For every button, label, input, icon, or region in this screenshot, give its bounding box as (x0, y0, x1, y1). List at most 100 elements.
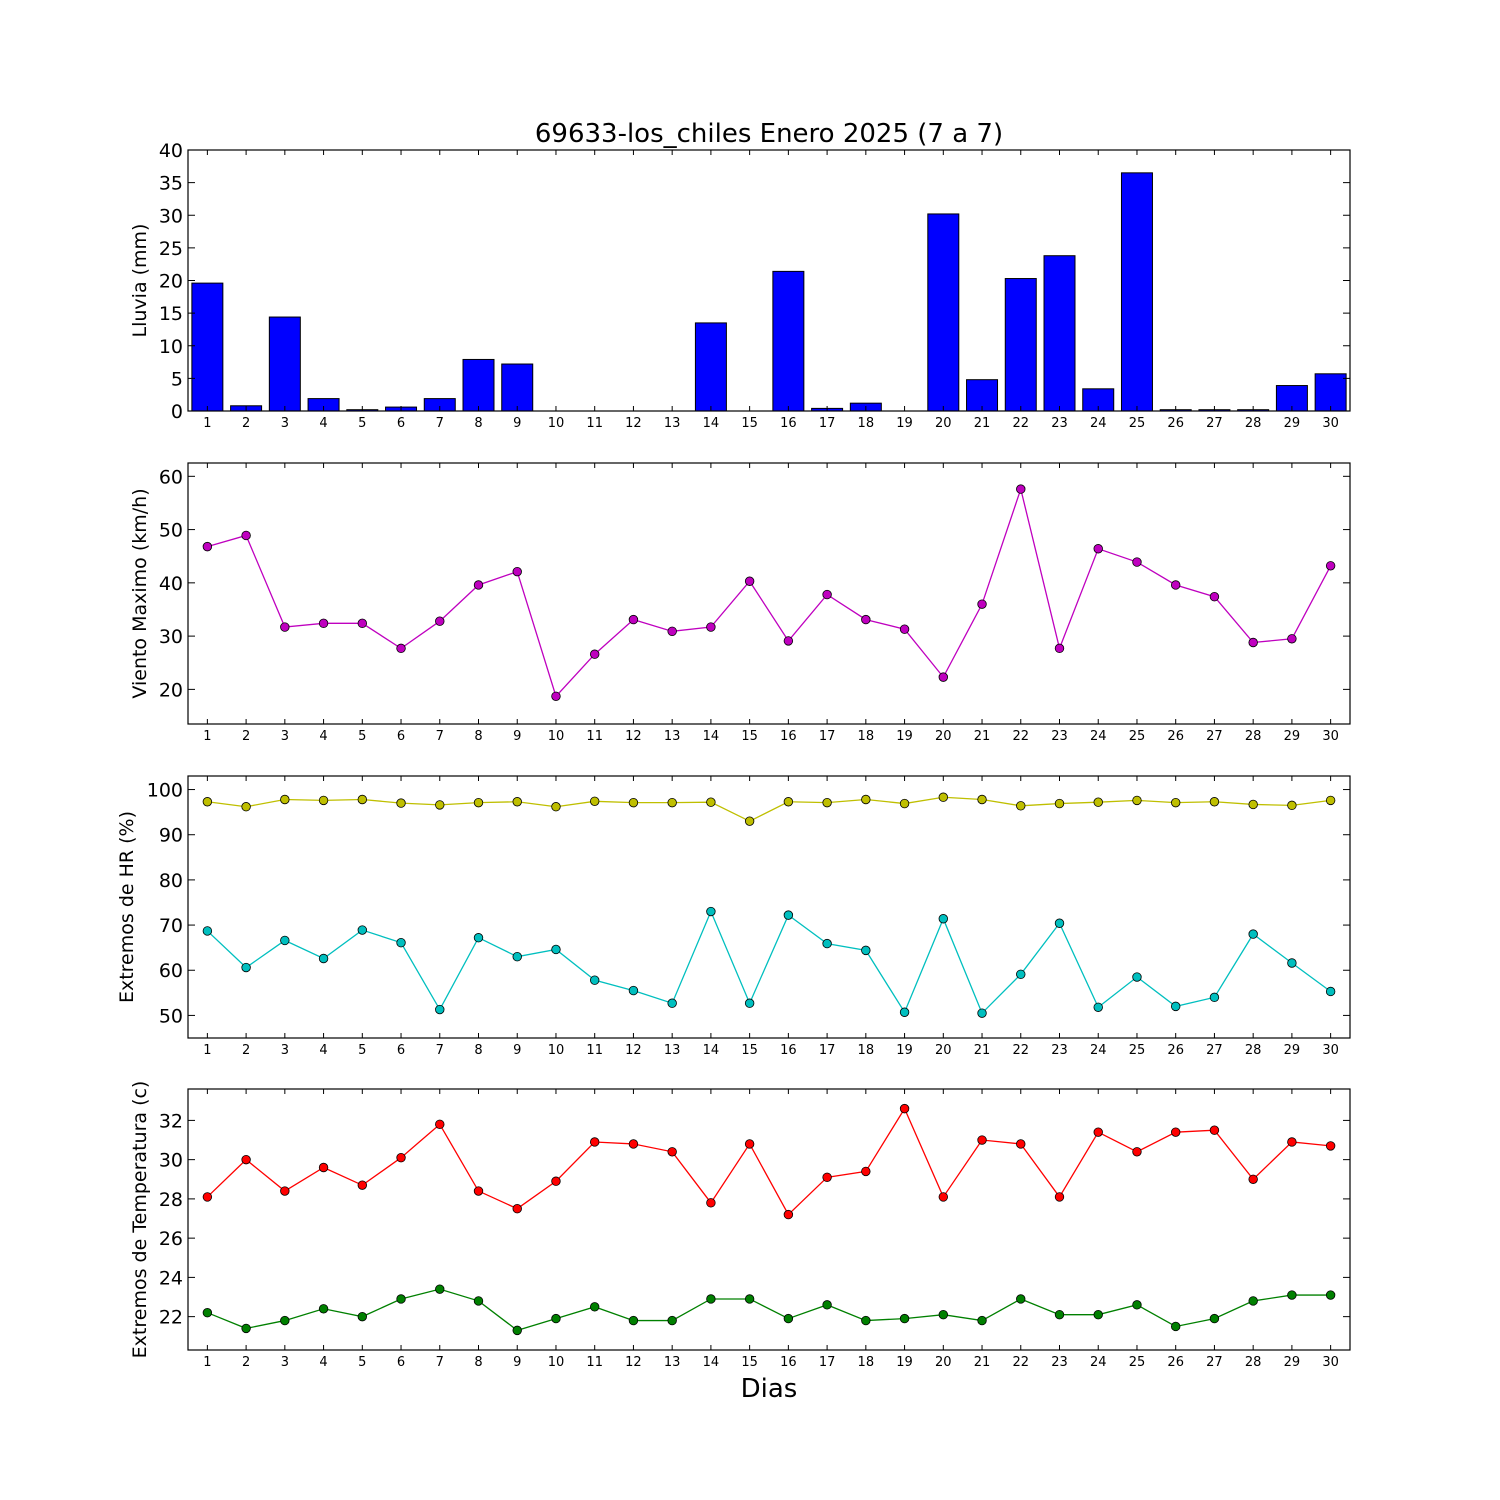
point-day-24 (1093, 1127, 1103, 1137)
x-tick-label: 30 (1322, 1043, 1339, 1058)
y-axis: 22 24 26 28 30 32 (159, 1110, 1350, 1329)
point-day-5 (357, 925, 368, 935)
point-day-14 (706, 797, 716, 807)
series-line (207, 486, 1332, 698)
point-day-15 (744, 1139, 755, 1149)
point-day-2 (241, 530, 251, 541)
point-day-5 (357, 1311, 368, 1322)
x-tick-label: 28 (1245, 729, 1262, 744)
point-day-5 (357, 794, 368, 805)
x-tick-label: 13 (664, 416, 681, 431)
bar-day-25 (1120, 172, 1153, 412)
point-day-12 (628, 1315, 639, 1326)
point-day-6 (396, 937, 406, 948)
plot-frame (187, 775, 1351, 1039)
point-day-29 (1287, 634, 1297, 644)
x-tick-label: 16 (780, 416, 797, 431)
x-tick-label: 15 (741, 729, 758, 744)
point-day-14 (706, 906, 716, 917)
x-tick-label: 28 (1245, 1043, 1262, 1058)
x-tick-label: 20 (935, 1043, 952, 1058)
point-day-19 (899, 624, 910, 634)
x-tick-label: 11 (586, 1355, 603, 1370)
point-day-17 (822, 1172, 832, 1183)
x-tick-label: 2 (242, 416, 250, 431)
point-day-19 (899, 1007, 910, 1017)
x-tick-label: 14 (703, 1355, 720, 1370)
x-tick-label: 13 (664, 729, 681, 744)
point-day-10 (551, 1313, 561, 1324)
x-tick-label: 12 (625, 416, 642, 431)
point-day-12 (628, 985, 639, 996)
x-tick-label: 30 (1322, 729, 1339, 744)
x-tick-label: 8 (474, 416, 482, 431)
x-tick-label: 27 (1206, 729, 1223, 744)
point-day-30 (1325, 986, 1336, 997)
point-day-22 (1016, 1294, 1026, 1304)
point-day-13 (667, 998, 677, 1008)
x-tick-label: 30 (1322, 1355, 1339, 1370)
x-tick-label: 2 (242, 1043, 250, 1058)
point-day-18 (861, 794, 871, 805)
x-tick-label: 21 (974, 1043, 991, 1058)
point-day-18 (861, 945, 871, 956)
panel-humidity: 1 2 3 4 5 6 7 8 9 10 11 12 13 14 15 16 17 18 19 20 21 22 23 24 2… (116, 775, 1351, 1058)
point-day-14 (706, 1294, 716, 1304)
x-tick-label: 23 (1051, 1043, 1068, 1058)
x-axis: 1 2 3 4 5 6 7 8 9 10 11 12 13 14 15 16 17 18 19 20 21 22 23 24 2… (203, 150, 1339, 431)
wind-series-1 (202, 484, 1336, 702)
x-axis-label: Dias (741, 1374, 798, 1404)
point-day-24 (1093, 1002, 1103, 1012)
y-axis-label: Lluvia (mm) (129, 224, 151, 338)
x-tick-label: 16 (780, 1043, 797, 1058)
y-tick-label: 22 (159, 1307, 183, 1329)
y-tick-label: 100 (147, 780, 183, 802)
x-tick-label: 3 (281, 1355, 289, 1370)
x-tick-label: 29 (1284, 1355, 1301, 1370)
point-day-18 (861, 1166, 871, 1177)
x-tick-label: 21 (974, 729, 991, 744)
chart-panels: 1 2 3 4 5 6 7 8 9 10 11 12 13 14 15 16 17 18 19 20 21 22 23 24 2… (116, 140, 1351, 1370)
x-tick-label: 19 (896, 1355, 913, 1370)
point-day-11 (590, 649, 600, 659)
x-tick-label: 12 (625, 1355, 642, 1370)
x-tick-label: 27 (1206, 416, 1223, 431)
bar-day-20 (927, 213, 960, 412)
point-day-26 (1170, 580, 1181, 590)
point-day-15 (744, 816, 755, 826)
x-tick-label: 17 (819, 729, 836, 744)
x-tick-label: 25 (1129, 1355, 1146, 1370)
point-day-29 (1287, 1137, 1297, 1147)
x-tick-label: 30 (1322, 416, 1339, 431)
humidity-series-1 (202, 792, 1336, 826)
x-tick-label: 7 (436, 1043, 444, 1058)
x-tick-label: 4 (319, 416, 327, 431)
bar-day-3 (268, 316, 301, 412)
y-axis-label: Extremos de Temperatura (c) (129, 1081, 151, 1359)
x-tick-label: 23 (1051, 729, 1068, 744)
point-day-22 (1016, 969, 1026, 980)
bar-day-14 (694, 322, 727, 412)
point-day-30 (1325, 1141, 1336, 1151)
point-day-9 (512, 951, 522, 962)
x-tick-label: 16 (780, 1355, 797, 1370)
point-day-6 (396, 643, 406, 654)
point-day-8 (473, 1186, 484, 1196)
point-day-27 (1209, 1125, 1220, 1135)
point-day-19 (899, 1103, 910, 1114)
x-tick-label: 3 (281, 1043, 289, 1058)
x-tick-label: 2 (242, 729, 250, 744)
x-tick-label: 24 (1090, 729, 1107, 744)
x-tick-label: 19 (896, 729, 913, 744)
point-day-13 (667, 626, 677, 637)
point-day-21 (977, 1315, 987, 1326)
x-tick-label: 5 (358, 1043, 366, 1058)
bar-day-21 (966, 379, 999, 412)
x-tick-label: 29 (1284, 1043, 1301, 1058)
x-tick-label: 17 (819, 416, 836, 431)
point-day-10 (551, 944, 561, 955)
point-day-7 (435, 1004, 445, 1015)
point-day-28 (1248, 1174, 1258, 1184)
x-tick-label: 4 (319, 1043, 327, 1058)
y-tick-label: 60 (159, 960, 183, 982)
